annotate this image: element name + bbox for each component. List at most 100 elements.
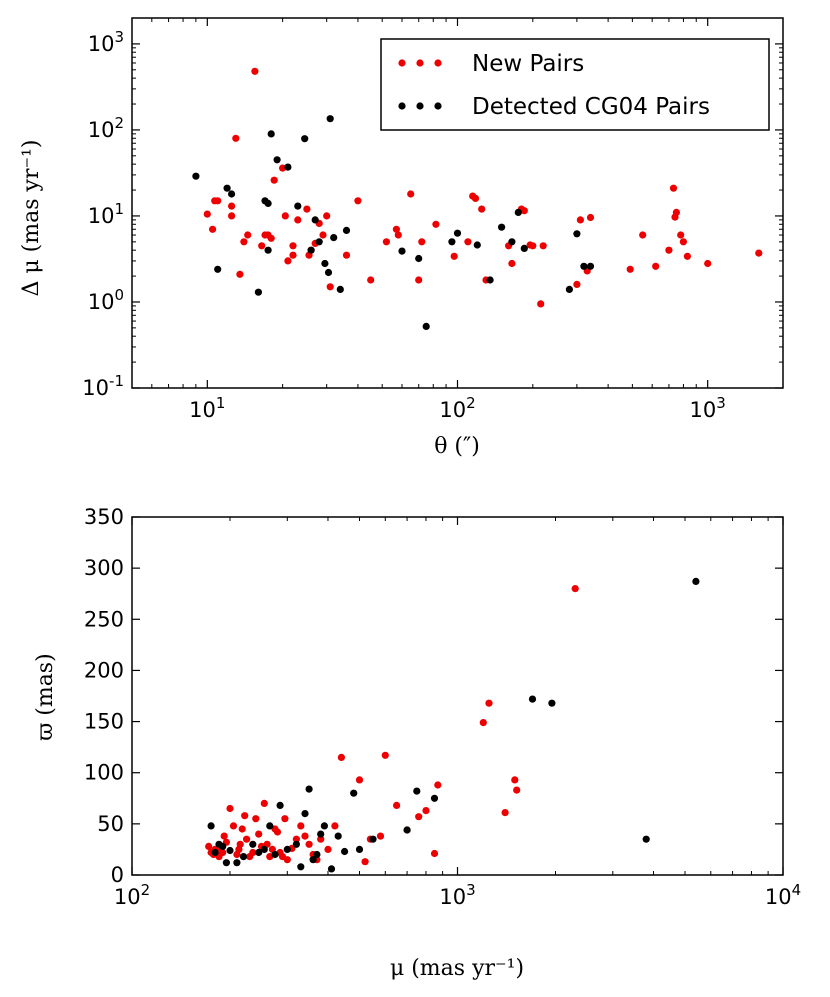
- top-new-pair-point: [319, 231, 327, 239]
- top-detected-pair-point: [573, 230, 581, 238]
- top-new-pair-point: [394, 231, 402, 239]
- top-new-pair-point: [251, 67, 259, 75]
- bottom-new-pair-point: [220, 832, 228, 840]
- bottom-new-pair-point: [241, 812, 249, 820]
- top-detected-pair-point: [326, 115, 334, 123]
- bottom-new-pair-point: [317, 835, 325, 843]
- top-new-pair-point: [672, 208, 681, 216]
- legend-label-detected-cg04-pairs: Detected CG04 Pairs: [472, 94, 710, 120]
- top-new-pair-point: [418, 238, 426, 246]
- bottom-new-pair-point: [243, 835, 251, 843]
- top-new-pair-point: [652, 262, 660, 270]
- top-new-pair-point: [576, 216, 585, 224]
- bottom-detected-pair-point: [226, 846, 234, 855]
- bottom-new-pair-point: [324, 845, 332, 854]
- bottom-detected-pair-point: [334, 832, 342, 840]
- legend-label-new-pairs: New Pairs: [472, 51, 584, 77]
- bottom-detected-pair-point: [341, 847, 349, 856]
- top-x-tick-label: 102: [439, 394, 475, 422]
- bottom-detected-pair-point: [548, 699, 556, 707]
- bottom-detected-pair-point: [642, 835, 650, 843]
- bottom-detected-pair-point: [207, 822, 215, 830]
- bottom-new-pair-point: [229, 822, 238, 830]
- top-new-pair-point: [284, 257, 292, 265]
- top-detected-pair-point: [486, 276, 494, 284]
- bottom-detected-pair-point: [276, 801, 284, 810]
- top-new-pair-point: [342, 251, 351, 259]
- top-new-pair-point: [537, 300, 545, 308]
- top-new-pair-point: [677, 231, 685, 239]
- top-new-pair-point: [755, 249, 763, 257]
- bottom-new-pair-point: [485, 699, 493, 707]
- top-new-pair-point: [289, 242, 297, 250]
- bottom-new-pair-point: [226, 804, 234, 813]
- top-detected-pair-point: [586, 262, 595, 270]
- bottom-detected-pair-point: [255, 848, 263, 857]
- top-detected-pair-point: [422, 322, 430, 330]
- bottom-detected-pair-point: [292, 840, 300, 848]
- top-new-pair-point: [450, 252, 458, 260]
- bottom-detected-pair-point: [219, 842, 227, 851]
- bottom-detected-pair-point: [233, 859, 241, 867]
- top-new-pair-point: [665, 246, 673, 254]
- top-new-pair-point: [232, 134, 240, 142]
- top-new-pair-point: [464, 238, 472, 246]
- bottom-new-pair-point: [305, 840, 313, 848]
- bottom-new-pair-point: [260, 799, 268, 808]
- top-new-pair-point: [573, 280, 581, 288]
- top-detected-pair-point: [520, 244, 528, 252]
- top-y-tick-label: 102: [88, 114, 124, 142]
- bottom-new-pair-point: [434, 781, 442, 789]
- legend-marker-new: [434, 59, 442, 67]
- top-new-pair-point: [586, 213, 595, 222]
- top-detected-pair-point: [321, 259, 329, 268]
- top-y-tick-label: 103: [88, 28, 124, 56]
- bottom-new-pair-point: [430, 849, 439, 858]
- bottom-new-pair-point: [479, 719, 487, 727]
- top-detected-pair-point: [398, 247, 406, 255]
- bottom-new-pair-point: [283, 856, 291, 864]
- top-new-pair-point: [267, 234, 275, 242]
- bottom-detected-pair-point: [305, 785, 313, 793]
- top-new-pair-point: [639, 231, 647, 239]
- bottom-detected-pair-point: [320, 822, 328, 830]
- top-new-pair-point: [303, 205, 311, 213]
- bottom-new-pair-point: [422, 807, 430, 815]
- bottom-new-pair-point: [297, 822, 305, 830]
- top-x-tick-label: 101: [189, 394, 225, 422]
- bottom-detected-pair-point: [350, 789, 358, 797]
- top-detected-pair-point: [264, 199, 272, 207]
- top-new-pair-point: [432, 220, 440, 228]
- top-new-pair-point: [367, 276, 375, 284]
- top-new-pair-point: [471, 194, 480, 202]
- legend-marker-detected: [398, 102, 406, 110]
- bottom-new-pair-point: [381, 751, 389, 759]
- bottom-detected-pair-point: [528, 695, 537, 703]
- bottom-y-tick-label: 0: [111, 863, 124, 887]
- top-new-pair-point: [214, 197, 222, 205]
- bottom-y-tick-label: 50: [97, 812, 124, 836]
- bottom-new-pair-point: [219, 848, 227, 857]
- top-new-pair-point: [407, 190, 415, 198]
- bottom-detected-pair-point: [249, 840, 257, 848]
- bottom-y-tick-label: 300: [84, 556, 124, 580]
- bottom-y-tick-label: 150: [84, 710, 124, 734]
- bottom-new-pair-point: [571, 585, 579, 593]
- top-new-pair-point: [669, 184, 678, 192]
- top-detected-pair-point: [315, 238, 323, 246]
- top-detected-pair-point: [453, 229, 462, 237]
- bottom-detected-pair-point: [271, 850, 279, 859]
- bottom-new-pair-point: [331, 822, 339, 830]
- bottom-detected-pair-point: [430, 794, 439, 802]
- top-new-pair-point: [354, 197, 362, 205]
- top-new-pair-point: [520, 207, 528, 215]
- bottom-y-axis-label: ϖ (mas): [33, 653, 58, 740]
- top-detected-pair-point: [498, 223, 506, 231]
- top-new-pair-point: [539, 242, 547, 250]
- top-y-tick-label: 101: [88, 200, 124, 228]
- bottom-detected-pair-point: [355, 845, 364, 854]
- bottom-new-pair-point: [281, 815, 289, 823]
- top-new-pair-point: [281, 212, 289, 220]
- top-detected-pair-point: [448, 238, 456, 246]
